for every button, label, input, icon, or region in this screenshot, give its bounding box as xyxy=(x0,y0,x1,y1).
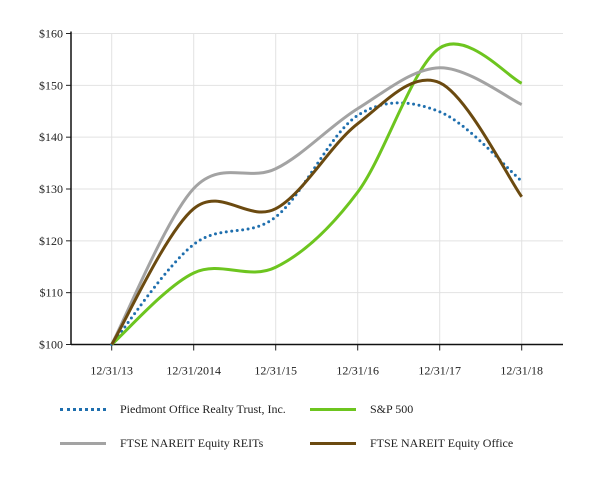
series-line-3 xyxy=(110,78,523,346)
series-line-2 xyxy=(110,66,523,346)
y-tick-label: $110 xyxy=(39,286,63,300)
series-line-1 xyxy=(110,42,523,346)
x-tick-label: 12/31/2014 xyxy=(166,364,221,378)
line-chart: $100 $110 $120 $130 $140 $150 $160 12/31/13 12/3… xyxy=(39,27,563,378)
y-tick-label: $140 xyxy=(39,130,63,144)
legend-item-sp500: S&P 500 xyxy=(310,402,413,417)
x-tick-label: 12/31/15 xyxy=(254,364,297,378)
legend-item-office: FTSE NAREIT Equity Office xyxy=(310,436,513,451)
y-tick-label: $150 xyxy=(39,78,63,92)
y-tick-label: $130 xyxy=(39,182,63,196)
x-tick-label: 12/31/16 xyxy=(336,364,379,378)
x-tick-label: 12/31/18 xyxy=(500,364,543,378)
legend-swatch-office xyxy=(310,442,356,445)
y-tick-label: $120 xyxy=(39,234,63,248)
legend-label-office: FTSE NAREIT Equity Office xyxy=(370,436,514,450)
legend-label-reits: FTSE NAREIT Equity REITs xyxy=(120,436,264,450)
legend-label-sp500: S&P 500 xyxy=(370,402,414,416)
y-tick-label: $100 xyxy=(39,338,63,352)
legend-item-reits: FTSE NAREIT Equity REITs xyxy=(60,436,263,451)
y-tick-label: $160 xyxy=(39,27,63,41)
legend-swatch-piedmont xyxy=(60,408,106,411)
series-line-0 xyxy=(110,101,524,346)
x-tick-label: 12/31/13 xyxy=(90,364,133,378)
x-tick-label: 12/31/17 xyxy=(418,364,461,378)
legend-item-piedmont: Piedmont Office Realty Trust, Inc. xyxy=(60,402,286,417)
legend-swatch-reits xyxy=(60,442,106,445)
legend-label-piedmont: Piedmont Office Realty Trust, Inc. xyxy=(120,402,286,416)
legend-swatch-sp500 xyxy=(310,408,356,411)
